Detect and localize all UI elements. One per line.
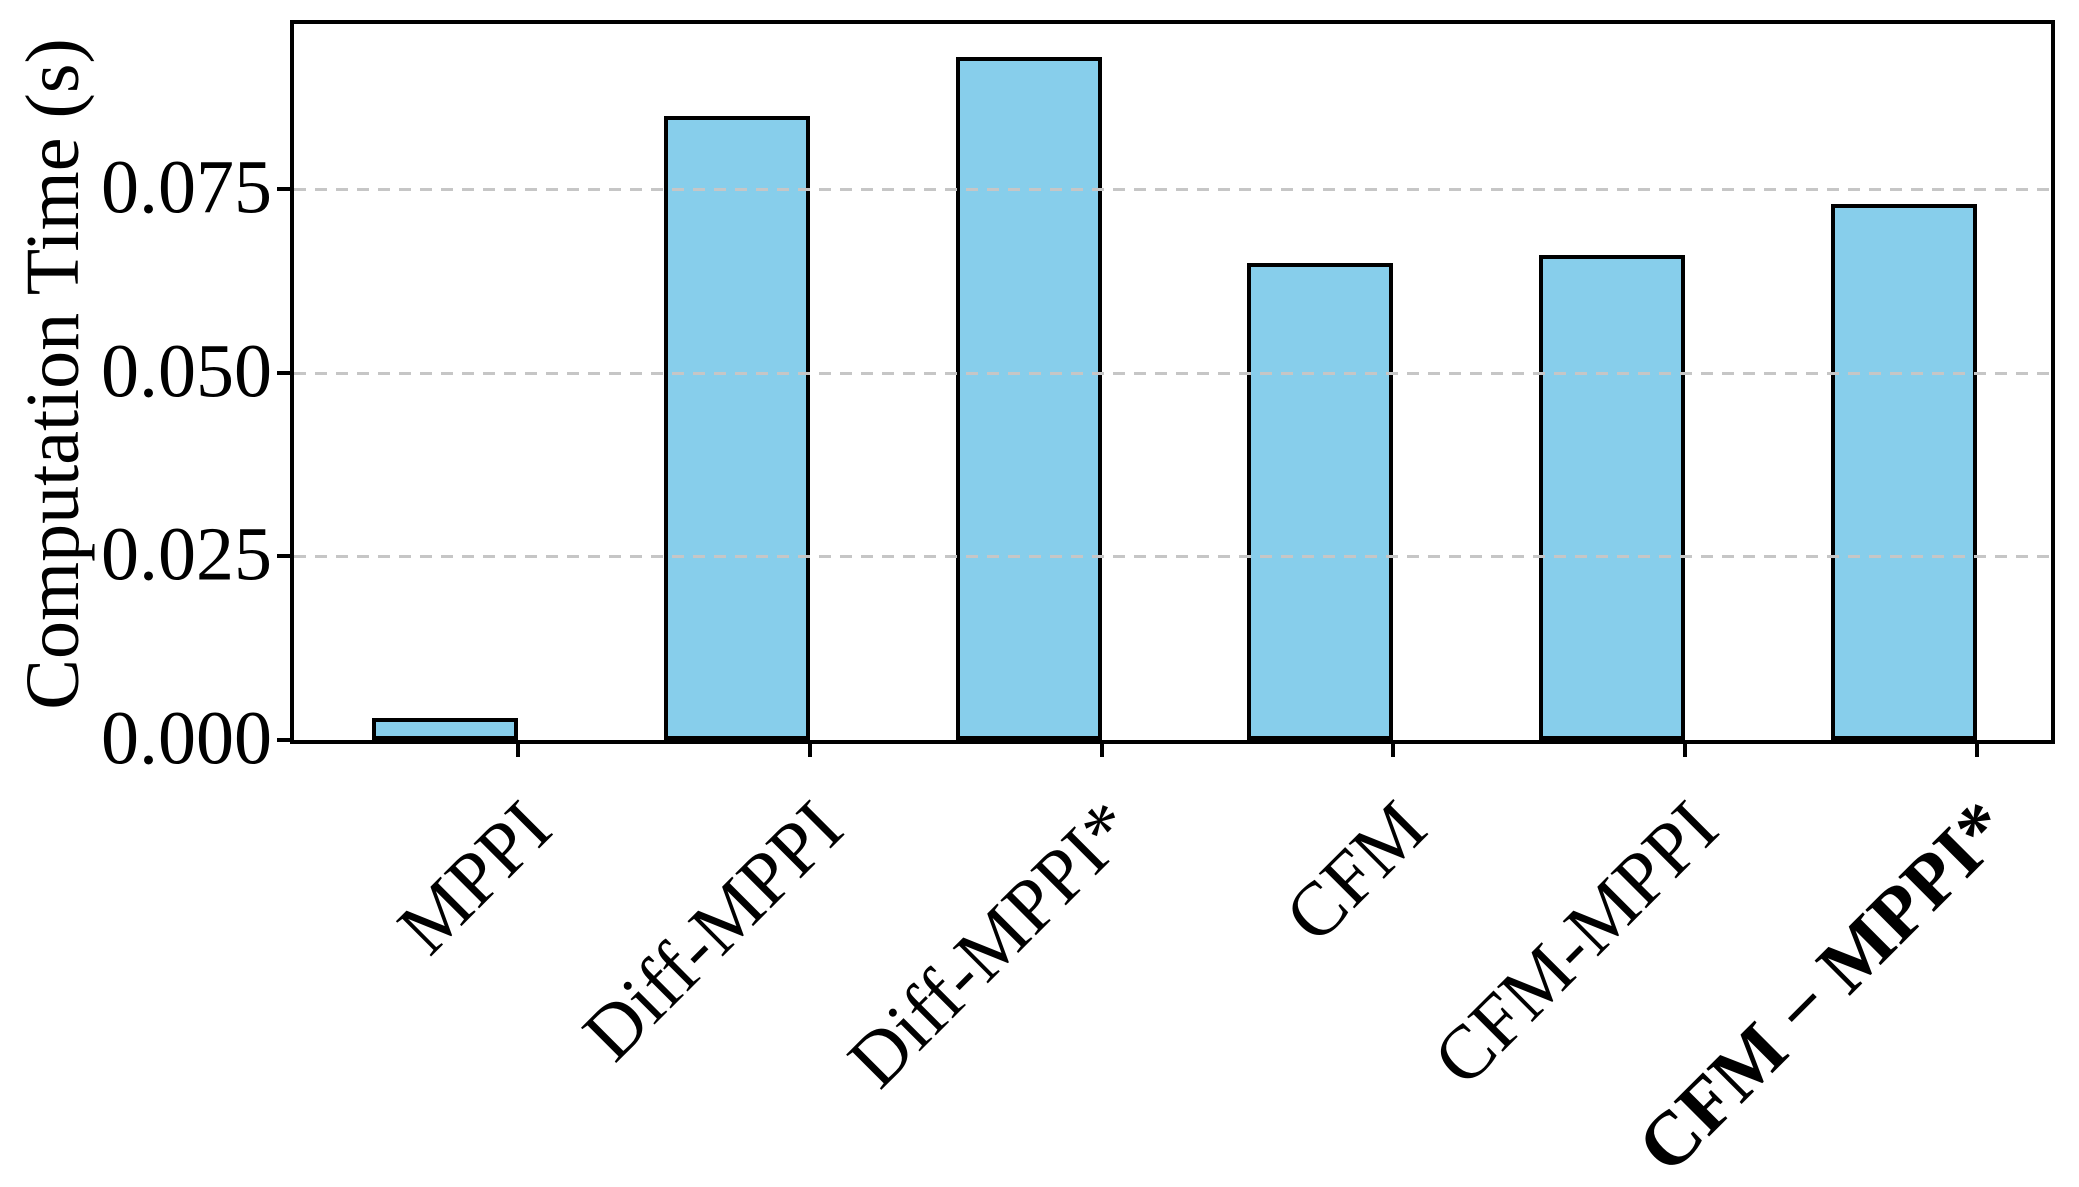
y-tick bbox=[277, 371, 290, 375]
gridline bbox=[294, 372, 2051, 375]
y-tick bbox=[277, 187, 290, 191]
y-tick-label: 0.050 bbox=[101, 329, 272, 414]
gridline bbox=[294, 555, 2051, 558]
bar-CFM-MPPI bbox=[1539, 255, 1685, 740]
x-tick bbox=[1391, 744, 1395, 757]
x-tick-label: Diff-MPPI bbox=[567, 785, 859, 1077]
bar-CFM bbox=[1247, 263, 1393, 740]
bar-Diff-MPPI bbox=[664, 116, 810, 740]
bar-MPPI bbox=[372, 718, 518, 740]
x-tick bbox=[516, 744, 520, 757]
y-tick bbox=[277, 738, 290, 742]
x-tick-label: CFM-MPPI bbox=[1417, 785, 1734, 1102]
x-tick bbox=[808, 744, 812, 757]
x-tick-label: Diff-MPPI* bbox=[831, 785, 1151, 1104]
y-tick bbox=[277, 554, 290, 558]
bar-Diff-MPPI* bbox=[956, 57, 1102, 740]
y-tick-label: 0.025 bbox=[101, 512, 272, 597]
gridline bbox=[294, 188, 2051, 191]
plot-area bbox=[290, 20, 2055, 744]
x-tick bbox=[1100, 744, 1104, 757]
y-tick-label: 0.000 bbox=[101, 696, 272, 781]
x-tick-label: MPPI bbox=[381, 785, 567, 971]
x-tick bbox=[1975, 744, 1979, 757]
x-tick-label: CFM bbox=[1269, 785, 1442, 959]
y-tick-label: 0.075 bbox=[101, 145, 272, 230]
bar-CFM − MPPI* bbox=[1831, 204, 1977, 740]
x-tick bbox=[1683, 744, 1687, 757]
